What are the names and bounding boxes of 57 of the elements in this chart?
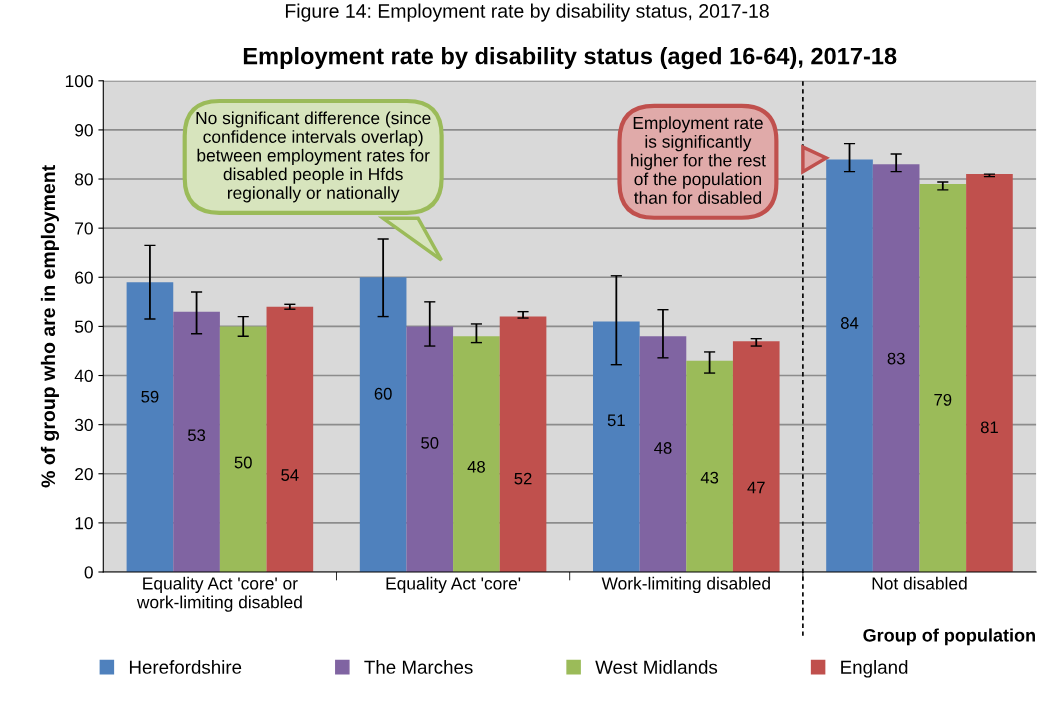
x-tick-label: Not disabled xyxy=(872,576,967,590)
legend-label: England xyxy=(841,660,908,678)
data-label: 81 xyxy=(980,421,998,434)
data-label: 54 xyxy=(281,469,299,481)
bar xyxy=(499,316,547,572)
bar xyxy=(966,174,1013,572)
x-tick-label: Equality Act 'core' xyxy=(386,576,521,594)
bar xyxy=(453,336,500,572)
data-label: 51 xyxy=(607,414,625,427)
x-tick-label: Work-limiting disabled xyxy=(601,576,770,594)
x-axis-title: Group of population xyxy=(863,628,1035,646)
data-label: 47 xyxy=(747,481,765,494)
y-tick-label: 40 xyxy=(74,369,93,382)
data-label: 83 xyxy=(887,352,905,365)
y-tick-label: 80 xyxy=(75,173,93,186)
y-tick-label: 0 xyxy=(84,566,93,579)
y-tick-label: 70 xyxy=(75,222,93,235)
y-axis-title: % of group who are in employment xyxy=(40,165,60,488)
bar xyxy=(826,159,873,572)
legend-label: Herefordshire xyxy=(129,660,242,674)
bar xyxy=(919,183,967,572)
caption: Figure 14: Employment rate by disability status, 2017-18 xyxy=(285,3,769,22)
y-tick-label: 20 xyxy=(75,467,93,481)
bar xyxy=(732,341,780,572)
bar xyxy=(406,326,454,572)
bar xyxy=(872,164,920,572)
bar xyxy=(126,282,174,572)
y-tick-label: 30 xyxy=(74,418,93,432)
annotation: No significant difference (since confidence intervals overlap) between employment rates for disabled people in Hfds regionally or nationally xyxy=(196,111,431,203)
bar xyxy=(219,326,267,572)
data-label: 84 xyxy=(840,317,859,329)
bar xyxy=(686,360,733,572)
chart-title: Employment rate by disability status (aged 16-64), 2017-18 xyxy=(243,47,897,70)
bar xyxy=(266,306,314,572)
bar xyxy=(359,277,407,572)
bar xyxy=(173,311,220,572)
y-tick-label: 60 xyxy=(75,271,93,284)
data-label: 43 xyxy=(700,471,719,484)
data-label: 50 xyxy=(421,436,439,449)
y-tick-label: 90 xyxy=(75,124,93,137)
y-tick-label: 50 xyxy=(74,320,93,333)
data-label: 50 xyxy=(234,456,252,469)
x-tick-label: Equality Act 'core' or work-limiting disabled xyxy=(136,576,302,612)
bar xyxy=(593,321,640,572)
data-label: 52 xyxy=(514,472,532,485)
data-label: 53 xyxy=(187,429,206,442)
y-tick-label: 10 xyxy=(75,517,93,530)
data-label: 48 xyxy=(467,460,485,473)
legend-label: West Midlands xyxy=(595,660,718,674)
data-label: 48 xyxy=(654,442,672,454)
data-label: 59 xyxy=(141,390,159,403)
data-label: 60 xyxy=(374,387,392,400)
bar xyxy=(639,336,687,572)
annotation: Employment rate is significantly higher for the rest of the population than for disabled xyxy=(631,116,766,204)
y-tick-label: 100 xyxy=(65,74,93,88)
data-label: 79 xyxy=(934,393,952,406)
legend-label: The Marches xyxy=(364,660,473,674)
